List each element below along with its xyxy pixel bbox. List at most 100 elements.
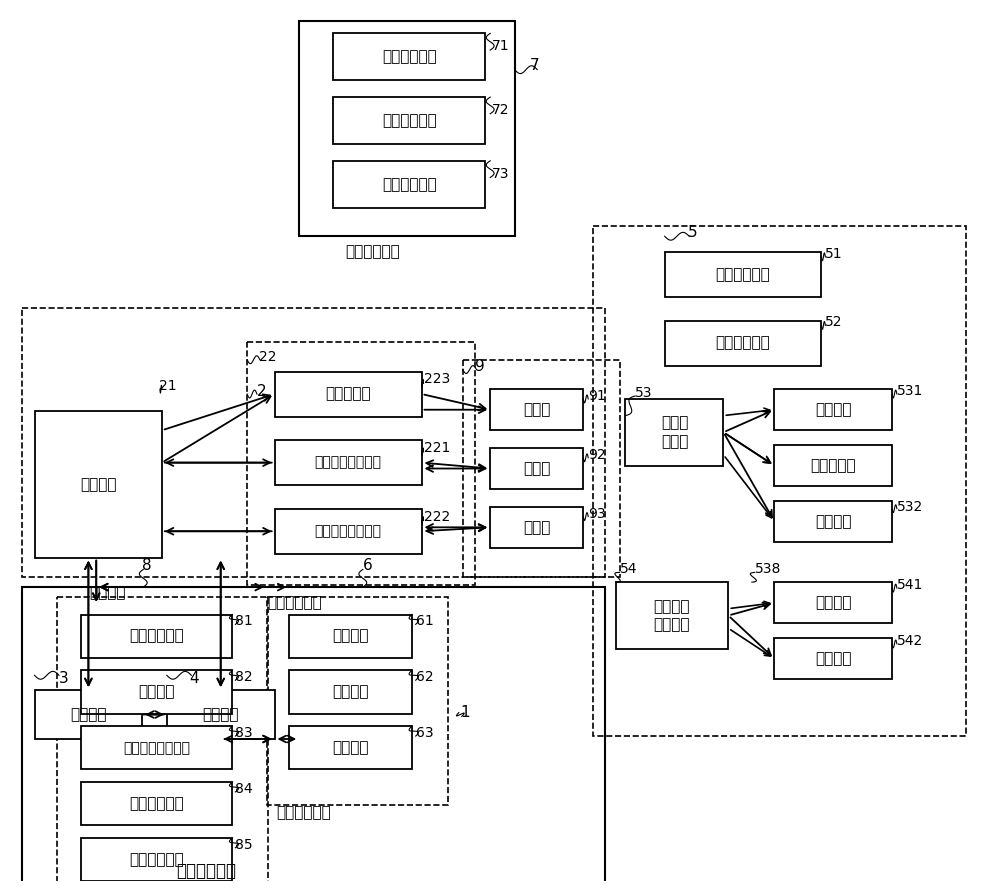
- Text: 儿童互动界面: 儿童互动界面: [176, 862, 236, 880]
- Bar: [81, 838, 232, 881]
- Bar: [289, 614, 412, 658]
- Text: 动画模块: 动画模块: [138, 684, 175, 700]
- Text: 222: 222: [424, 510, 450, 523]
- Text: 54: 54: [620, 562, 637, 577]
- Text: 麦克风: 麦克风: [523, 402, 550, 417]
- Bar: [333, 161, 485, 208]
- Bar: [267, 597, 448, 805]
- Text: 折纸材料: 折纸材料: [815, 514, 851, 529]
- Bar: [774, 638, 892, 679]
- Bar: [34, 690, 142, 739]
- Text: 记录查阅模块: 记录查阅模块: [382, 177, 437, 192]
- Text: 内容限制模块: 内容限制模块: [382, 113, 437, 128]
- Text: 创意手工模块: 创意手工模块: [129, 852, 184, 867]
- Bar: [275, 371, 422, 417]
- Text: 63: 63: [416, 726, 433, 740]
- Text: 塑泥搭配件: 塑泥搭配件: [810, 458, 856, 473]
- Text: 主控单元: 主控单元: [80, 477, 116, 491]
- Bar: [22, 587, 605, 890]
- Text: 221: 221: [424, 441, 450, 455]
- Bar: [247, 342, 475, 585]
- Bar: [299, 20, 515, 236]
- Text: 93: 93: [588, 506, 606, 521]
- Text: 83: 83: [235, 726, 253, 740]
- Text: 家长控制界面: 家长控制界面: [345, 245, 400, 260]
- Text: 538: 538: [755, 562, 781, 577]
- Bar: [333, 34, 485, 80]
- Text: 云端单元: 云端单元: [202, 707, 239, 722]
- Bar: [774, 501, 892, 542]
- Text: 82: 82: [235, 670, 253, 684]
- Text: 存储单元: 存储单元: [70, 707, 107, 722]
- Text: 61: 61: [416, 614, 433, 628]
- Text: 7: 7: [529, 58, 539, 73]
- Text: 主动互动单元: 主动互动单元: [277, 805, 331, 820]
- Bar: [81, 726, 232, 769]
- Text: 创意模块: 创意模块: [332, 684, 369, 700]
- Bar: [665, 252, 821, 297]
- Text: 72: 72: [492, 103, 510, 117]
- Text: 多彩塑泥: 多彩塑泥: [815, 402, 851, 417]
- Text: 立体搭建
场景组件: 立体搭建 场景组件: [654, 599, 690, 632]
- Bar: [81, 670, 232, 714]
- Bar: [289, 726, 412, 769]
- Text: 542: 542: [897, 634, 923, 648]
- Text: 1: 1: [461, 705, 470, 720]
- Bar: [774, 389, 892, 430]
- Text: 音频数据处理模块: 音频数据处理模块: [315, 456, 382, 470]
- Text: 85: 85: [235, 837, 253, 852]
- Text: 2: 2: [257, 384, 267, 399]
- Text: 场景基架: 场景基架: [815, 595, 851, 611]
- Text: 22: 22: [259, 350, 276, 364]
- Bar: [34, 410, 162, 558]
- Bar: [275, 509, 422, 554]
- Text: 时间控制模块: 时间控制模块: [382, 50, 437, 64]
- Text: 73: 73: [492, 166, 510, 181]
- Text: 手工制
作组件: 手工制 作组件: [661, 416, 688, 449]
- Bar: [463, 360, 620, 578]
- Text: 4: 4: [189, 671, 199, 685]
- Text: 62: 62: [416, 670, 433, 684]
- Bar: [774, 445, 892, 486]
- Text: 课程引导模块: 课程引导模块: [129, 628, 184, 643]
- Text: 搭建组件: 搭建组件: [815, 651, 851, 666]
- Text: 扬声器: 扬声器: [523, 520, 550, 535]
- Bar: [275, 440, 422, 485]
- Text: 53: 53: [635, 386, 653, 400]
- Bar: [81, 614, 232, 658]
- Text: 71: 71: [492, 39, 510, 53]
- Bar: [333, 97, 485, 144]
- Text: 21: 21: [159, 379, 177, 393]
- Text: 92: 92: [588, 448, 606, 462]
- Bar: [167, 690, 275, 739]
- Text: 9: 9: [476, 359, 485, 374]
- Text: 52: 52: [825, 315, 843, 329]
- Text: 控制单元: 控制单元: [90, 586, 126, 601]
- Text: 531: 531: [897, 384, 923, 398]
- Text: 剧情模块: 剧情模块: [332, 628, 369, 643]
- Text: 91: 91: [588, 389, 606, 403]
- Text: 223: 223: [424, 372, 450, 386]
- Text: 541: 541: [897, 578, 923, 592]
- Bar: [22, 308, 605, 578]
- Bar: [289, 670, 412, 714]
- Bar: [665, 320, 821, 366]
- Text: 摄像头: 摄像头: [523, 461, 550, 476]
- Text: 84: 84: [235, 782, 253, 796]
- Bar: [81, 782, 232, 825]
- Bar: [616, 582, 728, 649]
- Text: 手工绘本组件: 手工绘本组件: [716, 267, 770, 282]
- Text: 51: 51: [825, 247, 843, 261]
- Text: 记录模块: 记录模块: [332, 740, 369, 756]
- Bar: [774, 582, 892, 623]
- Bar: [593, 226, 966, 736]
- Bar: [490, 389, 583, 430]
- Bar: [57, 597, 268, 890]
- Text: 8: 8: [142, 558, 152, 573]
- Text: 81: 81: [235, 614, 253, 628]
- Bar: [490, 506, 583, 548]
- Bar: [490, 448, 583, 490]
- Text: 手工模型组件: 手工模型组件: [716, 336, 770, 351]
- Text: 游戏互动模块: 游戏互动模块: [129, 797, 184, 811]
- Text: 视频数据处理模块: 视频数据处理模块: [315, 524, 382, 538]
